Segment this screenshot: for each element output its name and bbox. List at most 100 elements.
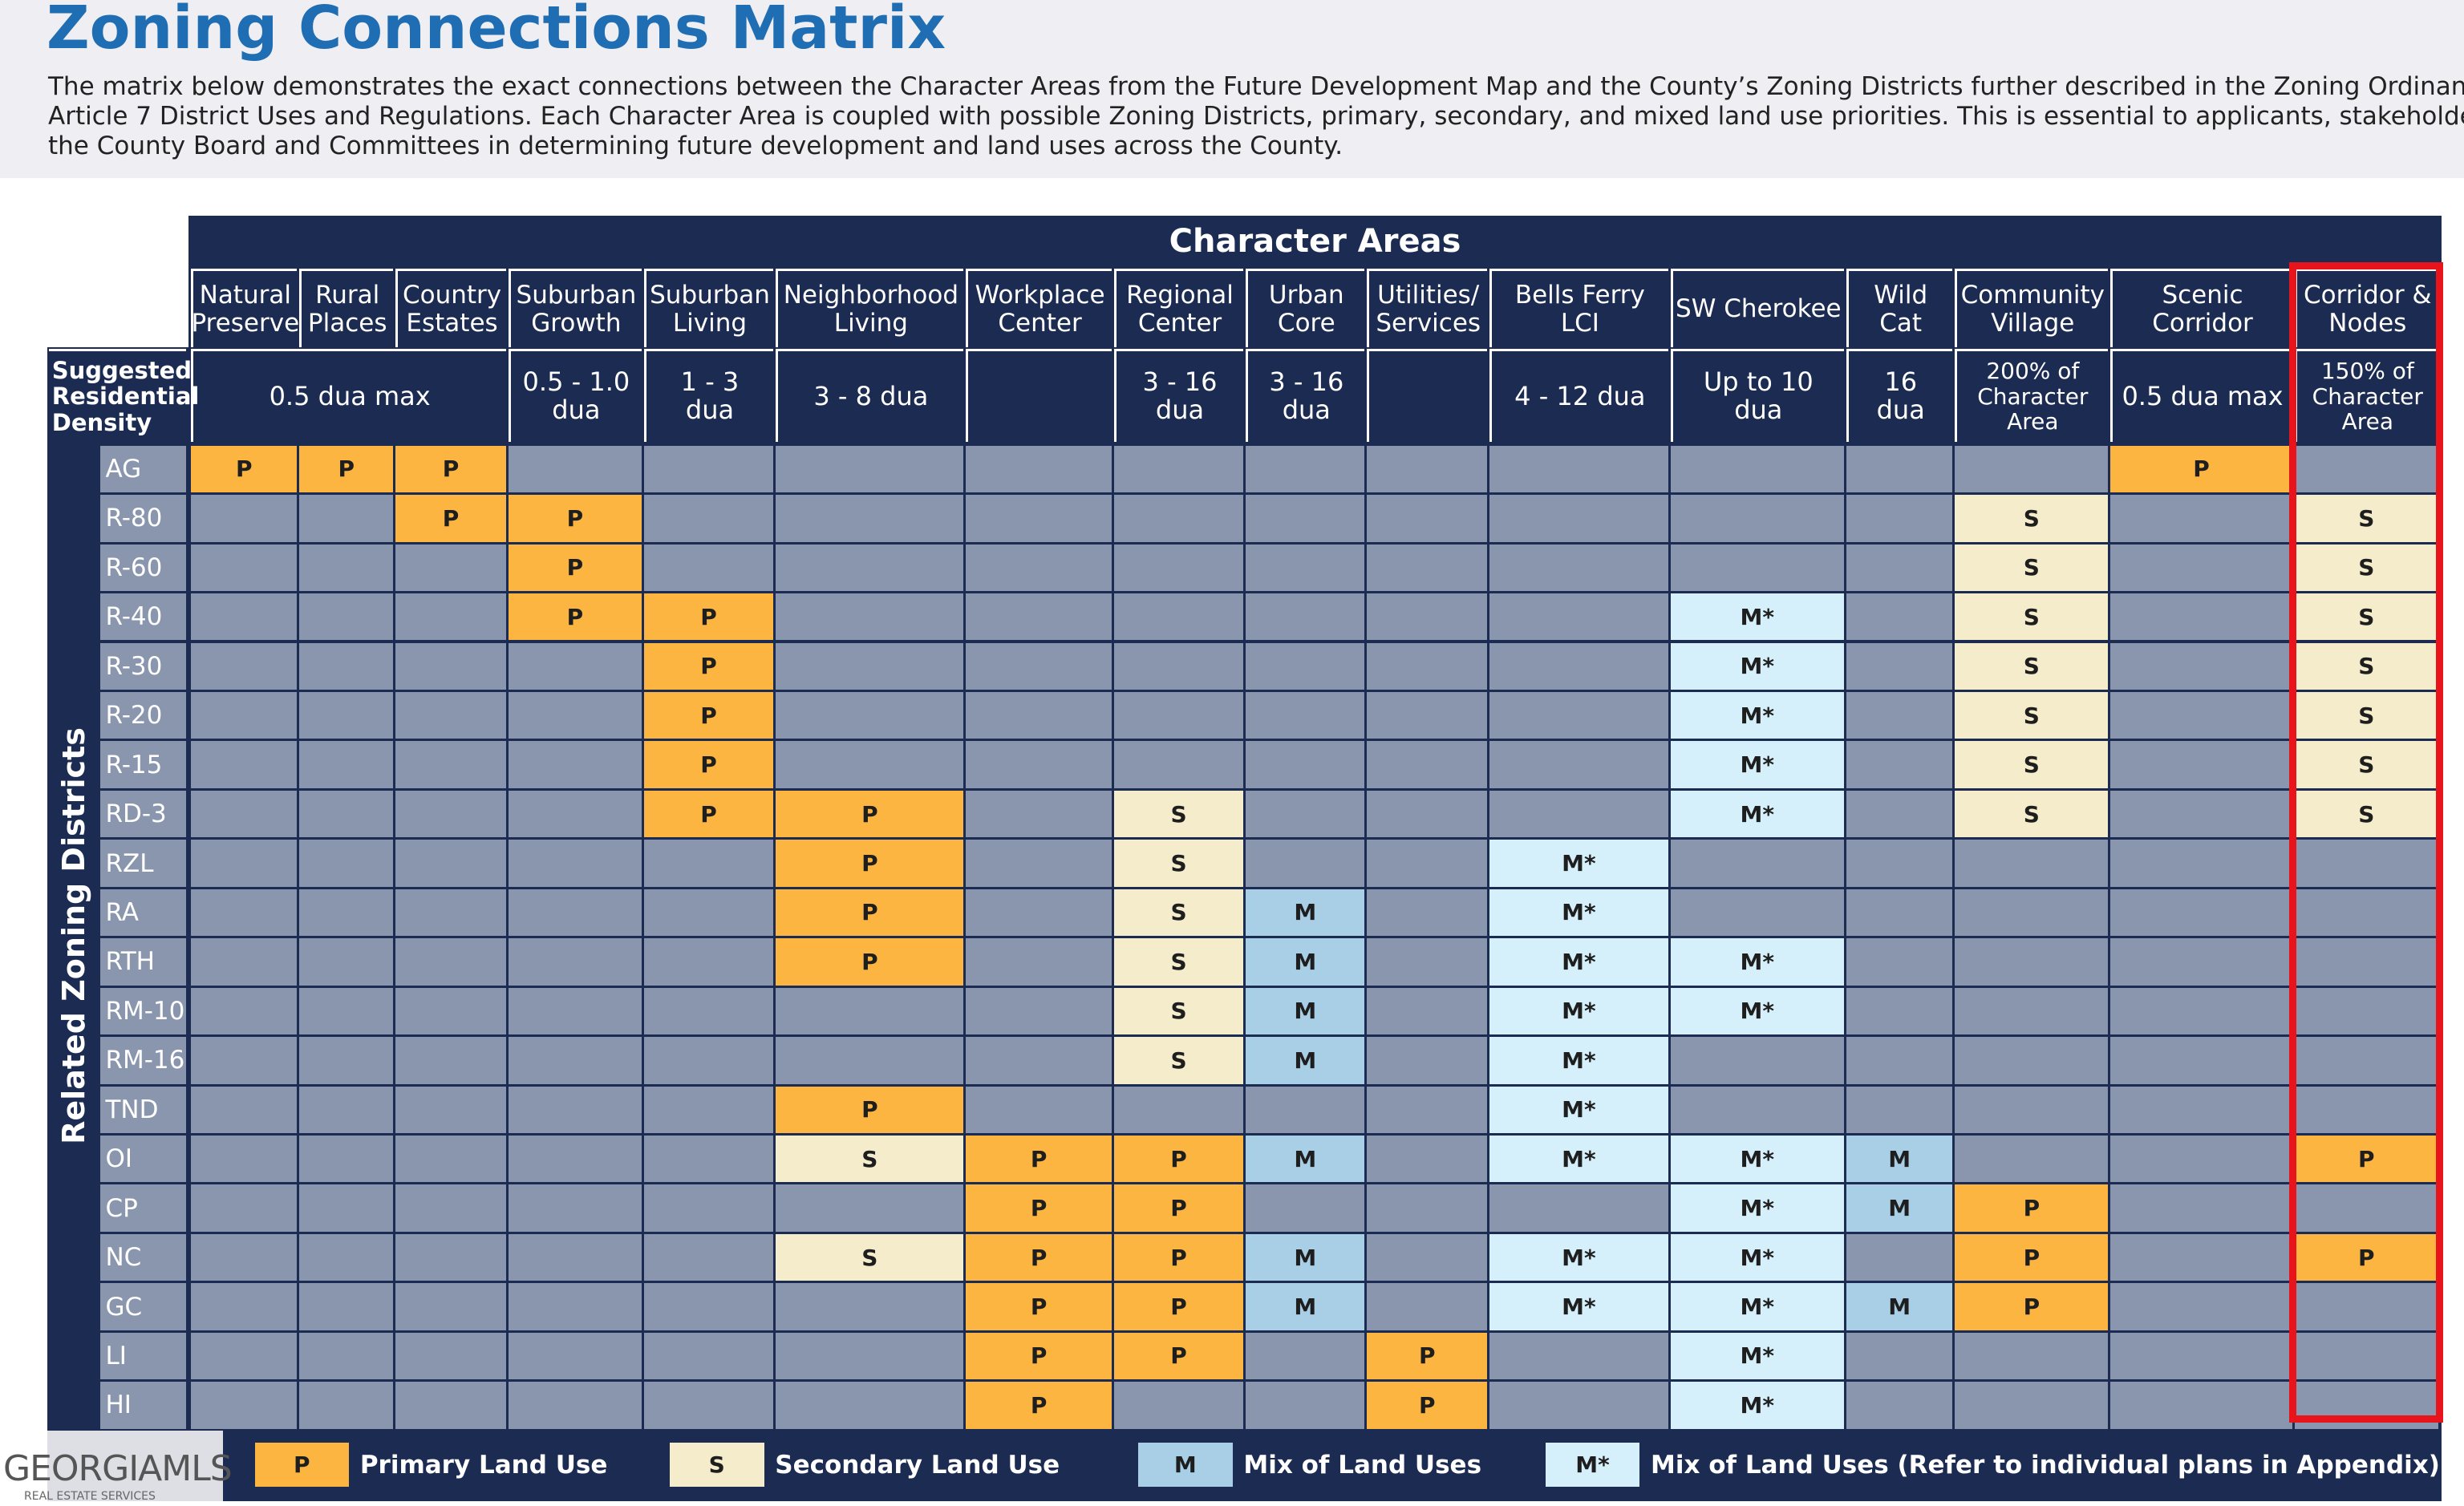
matrix-cell: S [1113, 938, 1244, 986]
matrix-cell [2110, 1037, 2292, 1084]
matrix-cell [1367, 544, 1488, 592]
density-cell: 0.5 dua max [191, 349, 507, 442]
matrix-cell [966, 889, 1112, 937]
matrix-cell: P [643, 741, 774, 788]
matrix-cell [2110, 938, 2292, 986]
matrix-cell [2294, 1332, 2438, 1380]
matrix-cell [191, 889, 298, 937]
matrix-cell: P [2294, 1233, 2438, 1281]
matrix-cell [2110, 840, 2292, 887]
matrix-cell: S [2294, 593, 2438, 641]
column-header: Suburban Growth [509, 269, 642, 348]
matrix-cell [1489, 544, 1668, 592]
matrix-cell [1246, 495, 1365, 542]
matrix-cell: P [1113, 1184, 1244, 1232]
matrix-cell: P [643, 691, 774, 739]
matrix-cell [1670, 840, 1845, 887]
matrix-cell [1246, 1332, 1365, 1380]
matrix-cell [1113, 741, 1244, 788]
matrix-cell [2110, 889, 2292, 937]
matrix-cell [643, 840, 774, 887]
matrix-cell: M* [1670, 741, 1845, 788]
matrix-cell [1670, 445, 1845, 493]
matrix-cell [509, 1382, 642, 1429]
matrix-cell [299, 691, 393, 739]
watermark-brand: GEORGIAMLS [3, 1447, 233, 1489]
matrix-cell: M [1246, 1233, 1365, 1281]
matrix-cell [966, 741, 1112, 788]
matrix-cell [643, 938, 774, 986]
matrix-cell [1367, 790, 1488, 838]
matrix-cell: P [966, 1184, 1112, 1232]
district-label: R-80 [100, 495, 187, 542]
matrix-cell [1246, 593, 1365, 641]
matrix-cell [1489, 790, 1668, 838]
matrix-cell: P [2110, 445, 2292, 493]
matrix-cell: P [1367, 1382, 1488, 1429]
density-cell [1367, 349, 1488, 442]
column-header: Country Estates [395, 269, 507, 348]
matrix-cell [776, 445, 964, 493]
matrix-cell: P [643, 593, 774, 641]
density-cell: 4 - 12 dua [1489, 349, 1668, 442]
matrix-cell: M* [1670, 642, 1845, 690]
matrix-cell: S [1955, 544, 2109, 592]
matrix-cell [1489, 1382, 1668, 1429]
matrix-cell [1846, 495, 1953, 542]
matrix-cell [509, 790, 642, 838]
matrix-cell: S [1955, 741, 2109, 788]
description-line: Article 7 District Uses and Regulations.… [48, 102, 2464, 131]
matrix-cell [1367, 938, 1488, 986]
matrix-cell [2110, 1382, 2292, 1429]
matrix-cell [1367, 1135, 1488, 1183]
matrix-cell: S [2294, 790, 2438, 838]
matrix-cell [1489, 642, 1668, 690]
matrix-cell: M* [1489, 840, 1668, 887]
legend-label: Mix of Land Uses (Refer to individual pl… [1651, 1450, 2440, 1480]
matrix-cell: P [776, 889, 964, 937]
matrix-cell [966, 1086, 1112, 1133]
matrix-cell: M* [1670, 1283, 1845, 1330]
matrix-cell [509, 741, 642, 788]
matrix-cell [1367, 642, 1488, 690]
column-header: Bells Ferry LCI [1489, 269, 1668, 348]
density-cell: 3 - 16 dua [1113, 349, 1244, 442]
matrix-cell [509, 1086, 642, 1133]
matrix-cell [2110, 495, 2292, 542]
matrix-cell [1246, 1086, 1365, 1133]
matrix-cell [1846, 938, 1953, 986]
density-label: Suggested Residential Density [48, 349, 199, 442]
matrix-cell [509, 840, 642, 887]
legend-swatch: M [1138, 1443, 1233, 1488]
matrix-cell [191, 938, 298, 986]
matrix-cell [395, 790, 507, 838]
district-label: NC [100, 1233, 187, 1281]
matrix-cell: P [1113, 1283, 1244, 1330]
matrix-cell [643, 445, 774, 493]
matrix-cell [1246, 741, 1365, 788]
matrix-cell [1846, 445, 1953, 493]
matrix-cell [1367, 889, 1488, 937]
matrix-cell: S [1113, 790, 1244, 838]
matrix-cell [776, 691, 964, 739]
district-label: HI [100, 1382, 187, 1429]
watermark: GEORGIAMLS REAL ESTATE SERVICES [0, 1430, 233, 1506]
matrix-cell [1670, 1086, 1845, 1133]
matrix-cell [643, 1283, 774, 1330]
matrix-cell [191, 1086, 298, 1133]
column-header: Wild Cat [1846, 269, 1953, 348]
matrix-cell: S [2294, 691, 2438, 739]
matrix-cell: M* [1489, 1037, 1668, 1084]
column-header: Utilities/ Services [1367, 269, 1488, 348]
matrix-cell [1246, 691, 1365, 739]
matrix-cell [191, 1233, 298, 1281]
matrix-cell [2110, 741, 2292, 788]
district-label: R-40 [100, 593, 187, 641]
legend-label: Primary Land Use [359, 1450, 608, 1480]
matrix-cell: P [395, 495, 507, 542]
highlight-box [2288, 262, 2443, 1423]
matrix-cell: M [1246, 889, 1365, 937]
matrix-cell [1367, 691, 1488, 739]
matrix-cell [1846, 1332, 1953, 1380]
matrix-cell: P [966, 1382, 1112, 1429]
